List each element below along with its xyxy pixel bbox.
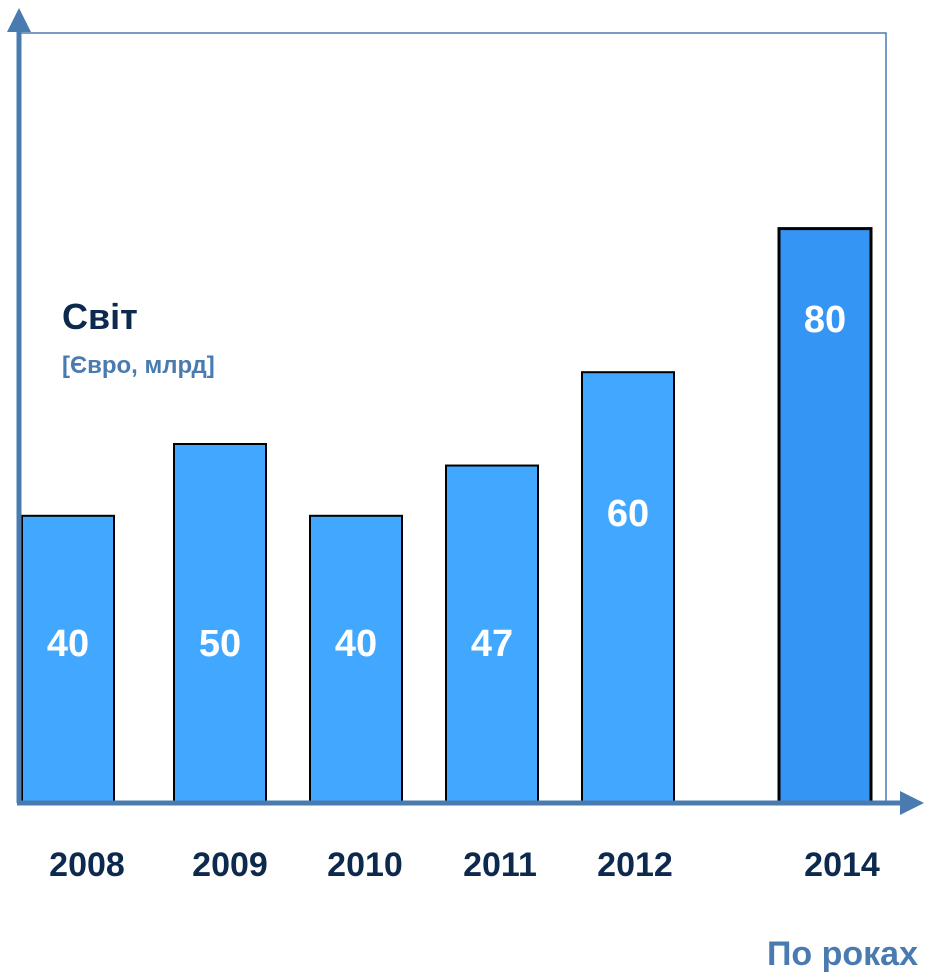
x-tick-label-2014: 2014 bbox=[804, 846, 880, 884]
data-label-2008: 40 bbox=[47, 623, 89, 665]
chart-title: Світ bbox=[62, 296, 138, 337]
bar-2010 bbox=[309, 514, 403, 804]
year-labels-group: 2008 2009 2010 2011 2012 2014 bbox=[49, 846, 880, 884]
bar-2012 bbox=[581, 371, 675, 804]
bar-2009 bbox=[173, 443, 267, 804]
x-axis-caption: По роках bbox=[766, 935, 918, 973]
x-tick-label-2009: 2009 bbox=[192, 846, 268, 884]
axes-group bbox=[7, 8, 924, 815]
data-label-2014: 80 bbox=[804, 299, 846, 341]
x-axis-arrow-icon bbox=[900, 791, 924, 815]
x-tick-label-2010: 2010 bbox=[327, 846, 403, 884]
x-tick-label-2011: 2011 bbox=[463, 846, 537, 884]
data-label-2012: 60 bbox=[607, 493, 649, 535]
bars-group: 40 50 40 47 60 80 bbox=[21, 227, 873, 805]
bar-2011 bbox=[445, 464, 539, 804]
data-label-2009: 50 bbox=[199, 623, 241, 665]
chart-unit: [Євро, млрд] bbox=[62, 352, 215, 379]
y-axis-arrow-icon bbox=[7, 8, 31, 32]
x-tick-label-2012: 2012 bbox=[597, 846, 673, 884]
data-label-2010: 40 bbox=[335, 623, 377, 665]
x-tick-label-2008: 2008 bbox=[49, 846, 125, 884]
data-label-2011: 47 bbox=[471, 623, 513, 665]
